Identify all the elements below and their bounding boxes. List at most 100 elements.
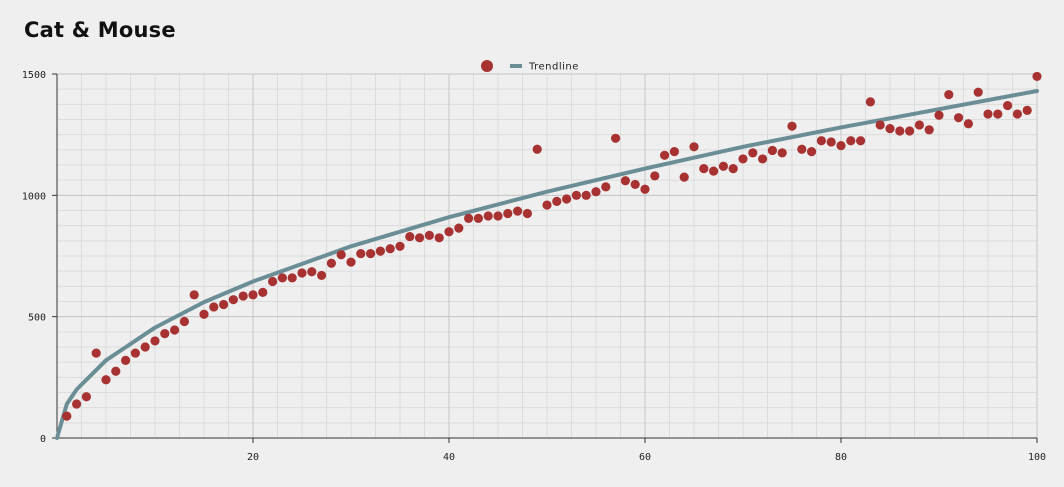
- scatter-point: [522, 208, 533, 219]
- scatter-point: [718, 161, 729, 171]
- scatter-point: [748, 148, 758, 158]
- scatter-point: [934, 110, 944, 120]
- scatter-point: [219, 299, 229, 310]
- scatter-point: [81, 392, 91, 402]
- scatter-point: [189, 290, 199, 300]
- scatter-point: [905, 126, 915, 136]
- scatter-point: [914, 120, 925, 130]
- scatter-point: [826, 137, 836, 147]
- scatter-point: [209, 302, 219, 312]
- scatter-point: [787, 121, 797, 131]
- x-tick-label: 20: [247, 452, 259, 463]
- scatter-point: [493, 211, 503, 221]
- scatter-point: [797, 144, 807, 154]
- scatter-point: [424, 230, 434, 240]
- scatter-point: [689, 142, 699, 152]
- scatter-point: [924, 125, 934, 135]
- scatter-point: [562, 194, 572, 204]
- scatter-point: [503, 208, 513, 219]
- scatter-point: [620, 176, 631, 186]
- scatter-point: [993, 109, 1003, 119]
- scatter-point: [581, 190, 591, 200]
- scatter-point: [699, 164, 709, 174]
- scatter-point: [170, 325, 180, 335]
- scatter-point: [228, 295, 238, 305]
- scatter-point: [385, 244, 395, 254]
- scatter-point: [473, 213, 483, 223]
- scatter-point: [650, 171, 660, 181]
- scatter-point: [336, 250, 346, 260]
- scatter-point: [1012, 109, 1023, 119]
- scatter-point: [807, 147, 817, 157]
- scatter-point: [248, 290, 258, 300]
- scatter-point: [160, 329, 170, 339]
- scatter-point: [1003, 100, 1013, 111]
- scatter-point: [62, 411, 72, 421]
- scatter-point: [865, 97, 876, 107]
- scatter-point: [464, 213, 474, 223]
- scatter-point: [856, 136, 866, 146]
- scatter-point: [875, 120, 885, 130]
- scatter-point: [571, 190, 582, 200]
- scatter-point: [846, 136, 856, 146]
- scatter-point: [150, 336, 160, 346]
- x-tick-label: 40: [443, 452, 455, 463]
- scatter-point: [238, 291, 248, 301]
- scatter-point: [552, 196, 562, 206]
- scatter-point: [630, 179, 640, 190]
- scatter-point: [72, 399, 82, 409]
- scatter-point: [356, 248, 366, 259]
- scatter-point: [640, 184, 650, 194]
- scatter-point: [366, 248, 376, 259]
- scatter-point: [532, 144, 542, 154]
- scatter-point: [895, 126, 905, 136]
- scatter-point: [395, 241, 405, 251]
- legend-scatter-marker: [481, 60, 493, 72]
- scatter-point: [758, 154, 768, 164]
- scatter-point: [1032, 71, 1042, 82]
- scatter-point: [885, 124, 895, 134]
- scatter-point: [513, 206, 523, 216]
- scatter-point: [317, 270, 327, 281]
- scatter-point: [601, 182, 611, 192]
- scatter-point: [963, 119, 974, 129]
- scatter-point: [91, 348, 101, 358]
- scatter-point: [709, 166, 719, 176]
- y-tick-label: 1500: [22, 70, 46, 81]
- legend-trendline-label: Trendline: [528, 62, 579, 73]
- scatter-point: [415, 233, 425, 243]
- scatter-point: [307, 267, 317, 277]
- scatter-point: [591, 187, 601, 197]
- scatter-point: [1022, 105, 1032, 115]
- scatter-point: [101, 375, 111, 385]
- scatter-point: [111, 366, 121, 376]
- scatter-point: [836, 140, 846, 151]
- scatter-point: [767, 145, 778, 156]
- scatter-point: [542, 200, 552, 210]
- scatter-point: [375, 246, 385, 256]
- scatter-point: [199, 309, 209, 319]
- scatter-point: [405, 231, 415, 242]
- scatter-point: [130, 348, 140, 358]
- scatter-point: [983, 109, 993, 119]
- scatter-point: [973, 87, 983, 97]
- scatter-point: [121, 355, 131, 365]
- scatter-point: [816, 136, 827, 146]
- y-tick-label: 1000: [22, 191, 46, 202]
- scatter-point: [346, 257, 356, 267]
- y-tick-label: 0: [40, 434, 46, 445]
- scatter-point: [287, 273, 297, 283]
- scatter-point: [679, 172, 689, 182]
- scatter-point: [777, 148, 787, 158]
- scatter-point: [277, 273, 287, 283]
- x-tick-label: 60: [639, 452, 651, 463]
- y-tick-label: 500: [28, 313, 46, 324]
- scatter-point: [728, 164, 738, 174]
- scatter-point: [268, 276, 278, 287]
- scatter-point: [444, 227, 454, 237]
- trendline: [55, 89, 1039, 440]
- scatter-point: [738, 154, 748, 164]
- scatter-point: [297, 268, 307, 278]
